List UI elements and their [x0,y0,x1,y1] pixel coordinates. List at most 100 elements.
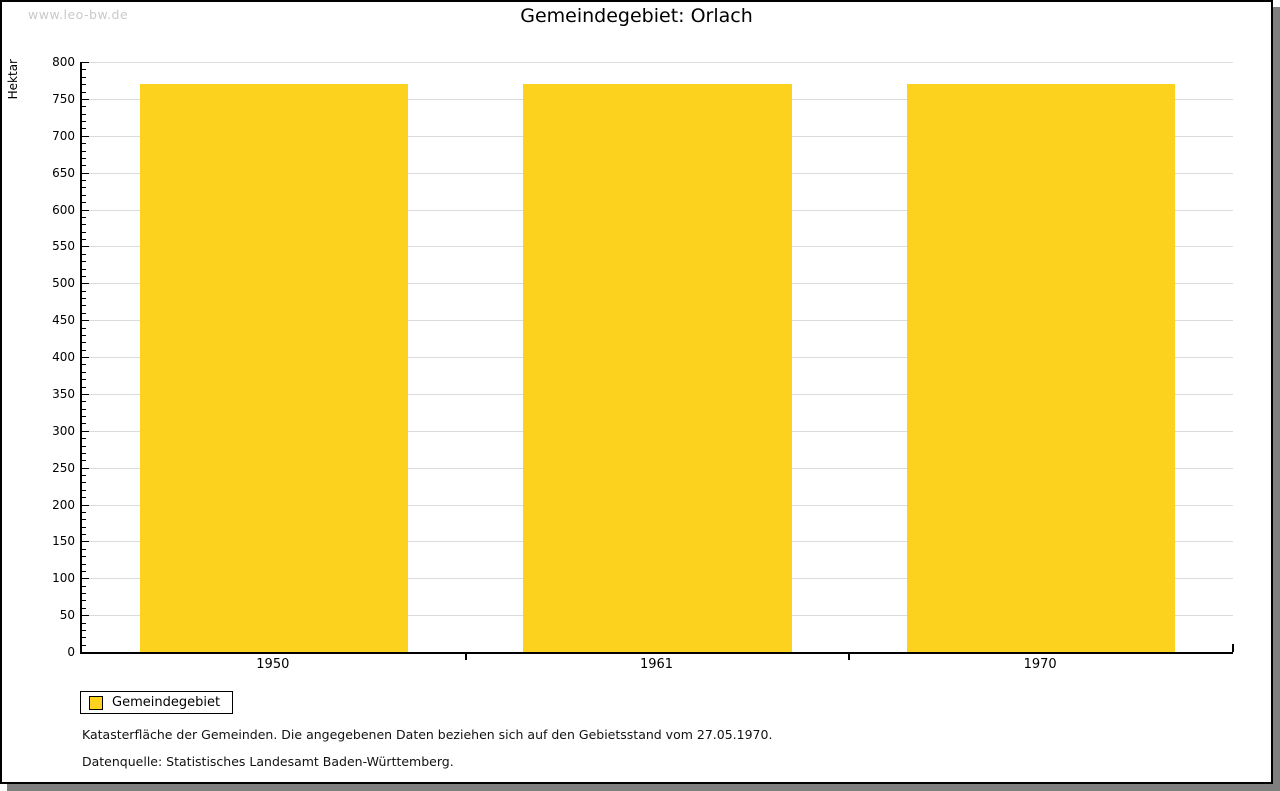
y-tick-label: 450 [52,313,75,328]
y-minor-tick [82,165,86,167]
y-major-tick [82,98,89,100]
y-tick-label: 50 [59,608,75,623]
y-minor-tick [82,121,86,122]
y-major-tick [82,393,89,395]
y-major-tick [82,320,89,322]
y-minor-tick [82,600,86,602]
y-major-tick [82,541,89,543]
y-minor-tick [82,202,86,204]
x-boundary-tick [848,654,851,660]
y-minor-tick [82,364,86,366]
y-minor-tick [82,150,86,152]
y-major-tick [82,62,89,63]
y-minor-tick [82,593,86,594]
bar-1950 [139,84,409,652]
y-minor-tick [82,268,86,270]
y-minor-tick [82,106,86,108]
x-tick-label: 1950 [256,657,290,672]
y-major-tick [82,283,89,285]
y-minor-tick [82,556,86,558]
y-tick-label: 500 [52,276,75,291]
y-tick-label: 200 [52,497,75,512]
y-minor-tick [82,312,86,314]
y-major-tick [82,246,89,248]
bar-1970 [906,84,1176,652]
y-minor-tick [82,416,86,417]
y-minor-tick [82,519,86,521]
y-tick-label: 300 [52,423,75,438]
y-tick-label: 250 [52,460,75,475]
y-major-tick [82,652,89,653]
y-major-tick [82,357,89,358]
y-minor-tick [82,438,86,440]
y-axis-tick-labels: 0 50 100 150 200 250 300 350 400 450 500 550 600 650 7… [2,55,75,659]
y-minor-tick [82,379,86,381]
y-minor-tick [82,622,86,624]
x-boundary-tick [464,654,467,660]
gridline [82,62,1233,63]
y-minor-tick [82,334,86,336]
y-minor-tick [82,511,86,513]
y-tick-label: 600 [52,202,75,217]
watermark: www.leo-bw.de [28,7,129,22]
y-tick-label: 750 [52,91,75,106]
y-minor-tick [82,637,86,639]
y-minor-tick [82,216,86,218]
y-major-tick [82,578,89,580]
y-tick-label: 400 [52,350,75,364]
y-tick-label: 800 [52,55,75,69]
y-minor-tick [82,231,86,233]
y-minor-tick [82,460,86,462]
y-major-tick [82,135,89,137]
chart-title: Gemeindegebiet: Orlach [520,5,753,27]
x-axis-end-tick [1232,644,1234,652]
y-minor-tick [82,113,86,115]
y-minor-tick [82,349,86,351]
y-minor-tick [82,224,86,226]
y-minor-tick [82,143,86,145]
legend-swatch [89,695,103,710]
y-minor-tick [82,275,86,277]
y-tick-label: 100 [52,571,75,586]
y-minor-tick [82,570,86,572]
y-tick-label: 700 [52,128,75,143]
y-tick-label: 550 [52,239,75,254]
y-minor-tick [82,563,86,565]
y-minor-tick [82,290,86,292]
y-minor-tick [82,386,86,388]
y-minor-tick [82,371,86,373]
y-major-tick [82,467,89,469]
x-tick-label: 1970 [1023,657,1057,672]
legend-label: Gemeindegebiet [112,695,221,710]
y-minor-tick [82,475,86,476]
y-minor-tick [82,69,86,71]
y-minor-tick [82,261,86,263]
y-minor-tick [82,157,86,159]
y-major-tick [82,430,89,432]
y-minor-tick [82,401,86,403]
footnote-source-description: Katasterfläche der Gemeinden. Die angege… [82,727,773,742]
y-minor-tick [82,497,86,499]
y-tick-label: 350 [52,386,75,401]
y-major-tick [82,172,89,174]
y-major-tick [82,615,89,617]
y-minor-tick [82,482,86,484]
y-minor-tick [82,607,86,609]
y-minor-tick [82,76,86,78]
y-minor-tick [82,305,86,307]
y-minor-tick [82,644,86,646]
y-major-tick [82,504,89,506]
y-minor-tick [82,253,86,255]
footnote-data-source: Datenquelle: Statistisches Landesamt Bad… [82,754,454,769]
y-minor-tick [82,91,86,93]
y-minor-tick [82,526,86,528]
y-minor-tick [82,327,86,329]
y-minor-tick [82,423,86,425]
y-minor-tick [82,489,86,491]
y-tick-label: 650 [52,165,75,180]
y-minor-tick [82,585,86,587]
x-tick-label: 1961 [639,657,674,672]
y-minor-tick [82,84,86,86]
